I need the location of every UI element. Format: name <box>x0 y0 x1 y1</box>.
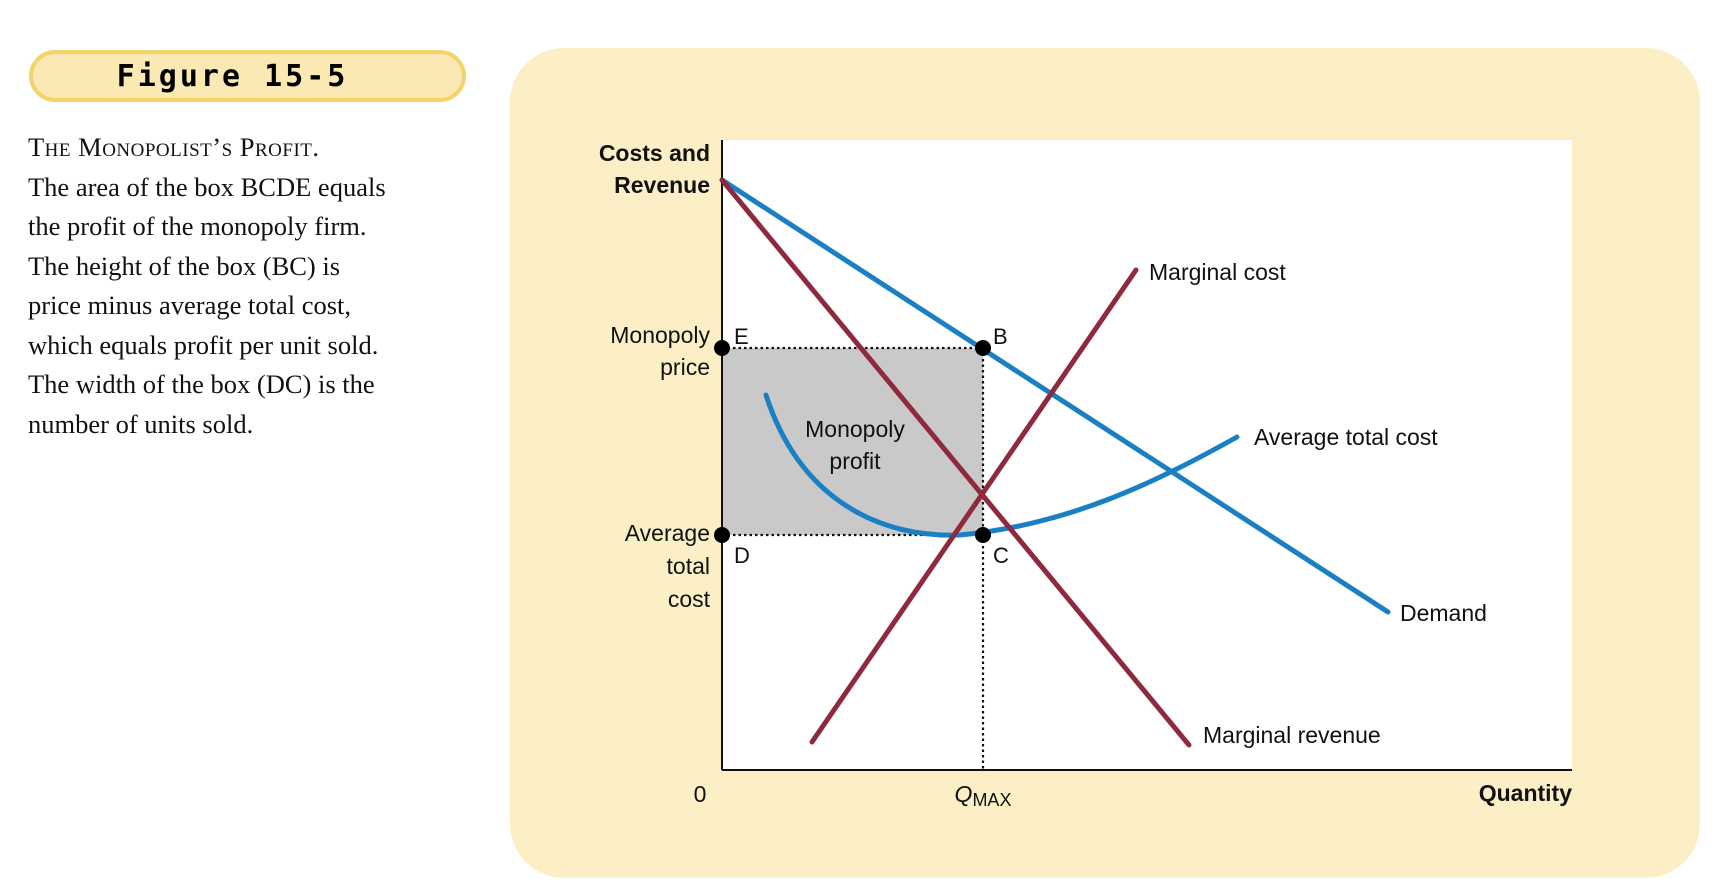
average-total-cost-label: Average total cost <box>1254 424 1438 450</box>
point-e-label: E <box>734 324 749 349</box>
monopoly-profit-label-line-1: Monopoly <box>805 416 905 442</box>
point-b-marker <box>975 340 991 356</box>
origin-label: 0 <box>694 781 707 807</box>
figure-label: Figure 15-5 <box>116 58 349 94</box>
point-c-label: C <box>993 543 1009 568</box>
average-total-cost-tick-line-2: total <box>667 553 710 579</box>
point-e-marker <box>714 340 730 356</box>
marginal-cost-label: Marginal cost <box>1149 259 1286 285</box>
caption-line: number of units sold. <box>28 408 254 439</box>
caption-line: The height of the box (BC) is <box>28 250 341 281</box>
q-max-label: QMAX <box>955 781 1012 810</box>
point-c-marker <box>975 527 991 543</box>
q-max-symbol: Q <box>955 781 973 807</box>
caption-line: which equals profit per unit sold. <box>28 329 379 360</box>
point-d-marker <box>714 527 730 543</box>
caption-title: The Monopolist’s Profit. <box>28 132 320 162</box>
figure-badge: Figure 15-5 <box>29 50 466 102</box>
monopoly-profit-label-line-2: profit <box>829 448 881 474</box>
monopoly-price-label-line-1: Monopoly <box>610 322 710 348</box>
q-max-subscript: MAX <box>972 790 1011 810</box>
marginal-revenue-line <box>719 177 1192 748</box>
marginal-revenue-label: Marginal revenue <box>1203 722 1381 748</box>
x-axis-label: Quantity <box>1479 780 1572 806</box>
caption-line: the profit of the monopoly firm. <box>28 211 367 241</box>
y-axis-label-line-2: Revenue <box>614 172 710 198</box>
point-d-label: D <box>734 543 750 568</box>
figure-caption: The Monopolist’s Profit. The area of the… <box>28 128 468 444</box>
demand-line <box>719 177 1391 615</box>
y-axis-label-line-1: Costs and <box>599 140 710 166</box>
average-total-cost-tick-line-1: Average <box>625 520 710 546</box>
point-b-label: B <box>993 324 1008 349</box>
average-total-cost-curve <box>763 392 1240 538</box>
average-total-cost-tick-line-3: cost <box>668 586 711 612</box>
caption-line: The width of the box (DC) is the <box>28 369 375 399</box>
caption-line: The area of the box BCDE equals <box>28 171 386 202</box>
marginal-cost-line <box>809 267 1139 745</box>
monopoly-price-label-line-2: price <box>660 354 710 380</box>
caption-line: price minus average total cost, <box>28 290 352 320</box>
demand-label: Demand <box>1400 600 1487 626</box>
